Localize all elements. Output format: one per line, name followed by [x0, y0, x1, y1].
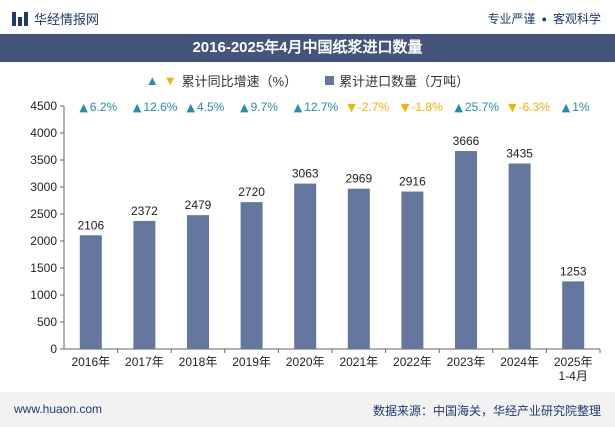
chart-legend: ▲ ▼ 累计同比增速（%） 累计进口数量（万吨）	[0, 70, 615, 90]
bar-value-label: 2479	[185, 198, 212, 212]
triangle-up-icon: ▲	[145, 72, 159, 88]
x-tick-label: 2016年	[71, 355, 110, 369]
bar-value-label: 3666	[453, 134, 480, 148]
growth-value-label: 4.5%	[197, 100, 225, 114]
x-tick-label: 2023年	[447, 355, 486, 369]
growth-down-icon: ▼	[347, 101, 356, 114]
bar-chart: 0 500 1000 1500 2000 2500 3000 3500 4000 4500 2106…	[30, 99, 601, 383]
x-tick-label: 2024年	[500, 355, 539, 369]
growth-up-icon: ▲	[455, 101, 464, 114]
growth-value-label: 6.2%	[90, 100, 118, 114]
growth-up-icon: ▲	[133, 101, 142, 114]
bar-5	[347, 188, 370, 349]
tagline: 专业严谨 ● 客观科学	[488, 10, 601, 27]
growth-up-icon: ▲	[79, 101, 88, 114]
bar-value-label: 2106	[77, 218, 104, 232]
tag-professional: 专业严谨	[487, 12, 536, 26]
x-tick-label: 2020年	[286, 355, 325, 369]
bar-value-label: 1253	[560, 264, 587, 278]
growth-down-icon: ▼	[508, 101, 517, 114]
bar-0	[79, 235, 102, 349]
growth-value-label: 9.7%	[251, 100, 279, 114]
x-tick-label: 2019年	[232, 355, 271, 369]
growth-value-label: 12.6%	[143, 100, 177, 114]
growth-down-icon: ▼	[401, 101, 410, 114]
tag-objective: 客观科学	[552, 12, 601, 26]
y-tick-label: 1500	[30, 261, 57, 275]
top-bar: 华经情报网 专业严谨 ● 客观科学	[0, 0, 615, 34]
bar-2	[187, 215, 209, 349]
x-tick-label: 2025年	[554, 355, 593, 369]
legend-growth-label: 累计同比增速（%）	[181, 73, 298, 89]
x-tick-label: 2022年	[393, 355, 432, 369]
bar-9	[562, 281, 585, 349]
bar-1	[133, 220, 156, 349]
bar-3	[240, 202, 263, 349]
bar-value-label: 2969	[345, 172, 372, 186]
growth-value-label: -6.3%	[519, 100, 551, 114]
bar-value-label: 2916	[399, 175, 426, 189]
growth-up-icon: ▲	[187, 101, 196, 114]
growth-up-icon: ▲	[562, 101, 571, 114]
y-tick-label: 4500	[30, 99, 57, 113]
footer-url[interactable]: www.huaon.com	[14, 402, 103, 416]
y-tick-label: 1000	[30, 288, 57, 302]
triangle-down-icon: ▼	[163, 72, 177, 88]
y-tick-label: 500	[37, 315, 57, 329]
growth-value-label: 12.7%	[304, 100, 338, 114]
bar-value-label: 2372	[131, 204, 158, 218]
y-tick-label: 2500	[30, 207, 57, 221]
footer-source: 数据来源：中国海关，华经产业研究院整理	[372, 404, 601, 418]
bar-value-label: 3063	[292, 167, 319, 181]
x-tick-label: 1-4月	[559, 369, 588, 383]
bar-7	[455, 151, 477, 349]
growth-value-label: -1.8%	[411, 100, 443, 114]
legend-growth: ▲ ▼ 累计同比增速（%）	[146, 71, 297, 90]
footer: www.huaon.com 数据来源：中国海关，华经产业研究院整理	[0, 392, 615, 427]
brand[interactable]: 华经情报网	[12, 9, 99, 28]
y-tick-label: 3500	[30, 153, 57, 167]
y-tick-label: 3000	[30, 180, 57, 194]
brand-name: 华经情报网	[34, 12, 100, 27]
growth-up-icon: ▲	[240, 101, 249, 114]
bar-8	[508, 163, 531, 349]
chart-title: 2016-2025年4月中国纸浆进口数量	[0, 34, 615, 62]
legend-volume: 累计进口数量（万吨）	[325, 71, 469, 90]
brand-logo-icon	[12, 11, 28, 26]
legend-bar-swatch	[325, 75, 335, 85]
bar-6	[401, 191, 424, 349]
separator-dot-icon: ●	[541, 13, 547, 24]
y-tick-label: 0	[50, 342, 57, 356]
growth-value-label: -2.7%	[358, 100, 390, 114]
x-tick-label: 2018年	[179, 355, 218, 369]
x-tick-label: 2017年	[125, 355, 164, 369]
legend-volume-label: 累计进口数量（万吨）	[339, 73, 470, 89]
growth-value-label: 25.7%	[465, 100, 499, 114]
growth-value-label: 1%	[572, 100, 590, 114]
x-tick-label: 2021年	[339, 355, 378, 369]
y-tick-label: 2000	[30, 234, 57, 248]
bar-value-label: 2720	[238, 185, 265, 199]
bar-4	[294, 183, 317, 349]
growth-up-icon: ▲	[294, 101, 303, 114]
y-tick-label: 4000	[30, 126, 57, 140]
bar-value-label: 3435	[506, 147, 533, 161]
